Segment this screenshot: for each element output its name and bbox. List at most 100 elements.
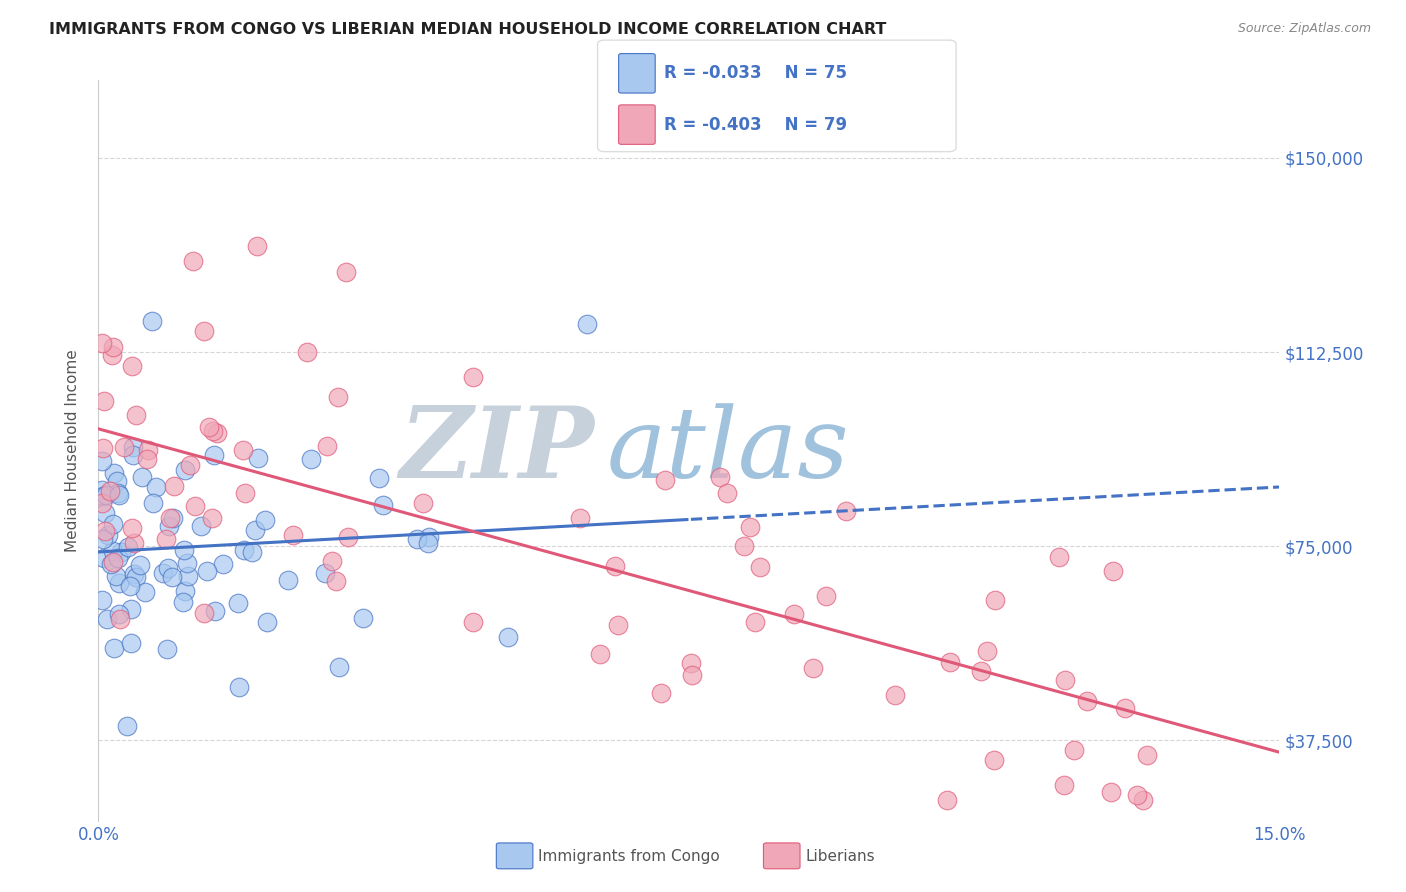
Point: [314, 566, 336, 581]
Point: [709, 470, 731, 484]
Point: [1053, 778, 1076, 792]
Point: [156, 561, 179, 575]
Text: Source: ZipAtlas.com: Source: ZipAtlas.com: [1237, 22, 1371, 36]
Point: [136, 452, 159, 467]
Point: [96, 612, 118, 626]
Point: [108, 575, 131, 590]
Point: [575, 317, 598, 331]
Point: [198, 419, 221, 434]
Point: [650, 686, 672, 700]
Point: [984, 593, 1007, 607]
Point: [353, 611, 375, 625]
Point: [935, 793, 957, 807]
Point: [129, 558, 152, 572]
Point: [202, 449, 225, 463]
Point: [1114, 701, 1136, 715]
Point: [716, 485, 738, 500]
Point: [232, 442, 254, 457]
Point: [461, 369, 484, 384]
Point: [91, 489, 114, 503]
Point: [256, 615, 278, 629]
Point: [121, 359, 143, 373]
Point: [740, 519, 762, 533]
Point: [1047, 550, 1070, 565]
Point: [316, 439, 339, 453]
Point: [744, 615, 766, 630]
Point: [193, 324, 215, 338]
Point: [172, 595, 194, 609]
Point: [177, 569, 200, 583]
Point: [103, 466, 125, 480]
Point: [336, 530, 359, 544]
Point: [121, 520, 143, 534]
Point: [91, 483, 114, 498]
Point: [174, 463, 197, 477]
Text: Liberians: Liberians: [806, 849, 876, 863]
Point: [247, 451, 270, 466]
Point: [733, 539, 755, 553]
Point: [152, 566, 174, 581]
Point: [1054, 673, 1077, 687]
Point: [157, 518, 180, 533]
Point: [98, 484, 121, 499]
Point: [884, 688, 907, 702]
Point: [184, 499, 207, 513]
Point: [938, 655, 960, 669]
Point: [190, 519, 212, 533]
Point: [181, 254, 204, 268]
Point: [101, 340, 124, 354]
Point: [141, 314, 163, 328]
Text: IMMIGRANTS FROM CONGO VS LIBERIAN MEDIAN HOUSEHOLD INCOME CORRELATION CHART: IMMIGRANTS FROM CONGO VS LIBERIAN MEDIAN…: [49, 22, 887, 37]
Point: [295, 344, 318, 359]
Point: [233, 485, 256, 500]
Point: [162, 479, 184, 493]
Point: [418, 530, 440, 544]
Text: ZIP: ZIP: [399, 402, 595, 499]
Point: [142, 496, 165, 510]
Point: [412, 495, 434, 509]
Point: [299, 451, 322, 466]
Point: [124, 569, 146, 583]
Point: [94, 524, 117, 538]
Point: [108, 488, 131, 502]
Point: [201, 511, 224, 525]
Point: [496, 630, 519, 644]
Point: [94, 506, 117, 520]
Point: [101, 543, 124, 558]
Point: [681, 667, 703, 681]
Point: [569, 511, 592, 525]
Text: Immigrants from Congo: Immigrants from Congo: [538, 849, 720, 863]
Point: [108, 607, 131, 621]
Point: [134, 585, 156, 599]
Point: [156, 642, 179, 657]
Point: [589, 647, 612, 661]
Point: [243, 523, 266, 537]
Point: [176, 557, 198, 571]
Text: atlas: atlas: [606, 403, 849, 498]
Point: [328, 390, 350, 404]
Point: [1099, 785, 1122, 799]
Point: [277, 573, 299, 587]
Point: [193, 606, 215, 620]
Point: [173, 543, 195, 558]
Point: [801, 661, 824, 675]
Point: [226, 596, 249, 610]
Point: [173, 584, 195, 599]
Point: [211, 558, 233, 572]
Point: [201, 425, 224, 439]
Point: [368, 470, 391, 484]
Point: [254, 512, 277, 526]
Point: [1076, 694, 1098, 708]
Point: [815, 590, 838, 604]
Point: [1132, 793, 1154, 807]
Point: [138, 443, 160, 458]
Point: [91, 496, 114, 510]
Point: [112, 440, 135, 454]
Point: [335, 265, 357, 279]
Point: [205, 426, 228, 441]
Point: [122, 567, 145, 582]
Y-axis label: Median Household Income: Median Household Income: [65, 349, 80, 552]
Point: [155, 532, 177, 546]
Point: [162, 511, 184, 525]
Point: [121, 440, 143, 454]
